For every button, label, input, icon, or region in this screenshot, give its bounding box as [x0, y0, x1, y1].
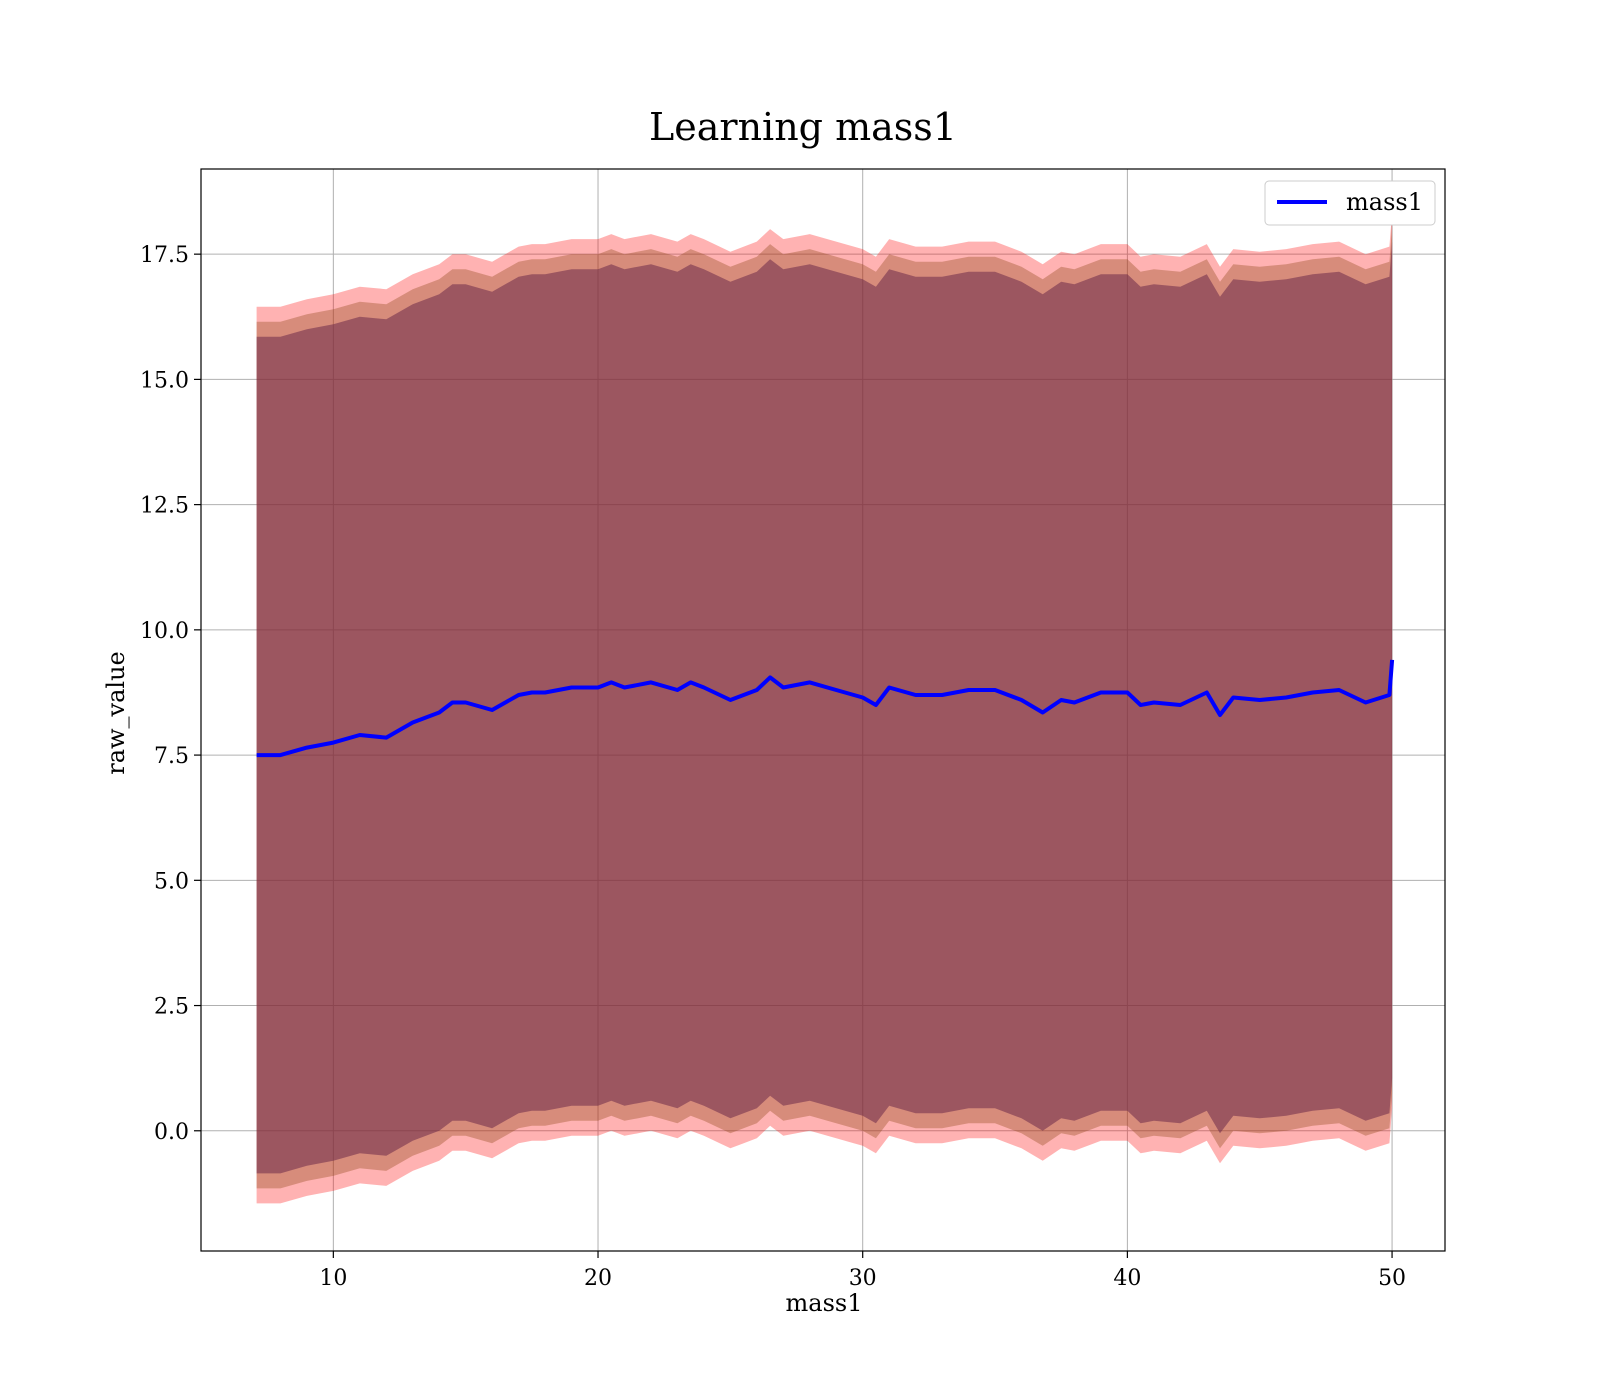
uncertainty-band-3: [256, 241, 1393, 1174]
y-tick-label: 15.0: [140, 368, 189, 393]
y-tick-label: 7.5: [154, 744, 189, 769]
y-tick-label: 5.0: [154, 869, 189, 894]
y-tick-label: 0.0: [154, 1120, 189, 1145]
x-tick-label: 50: [1378, 1266, 1406, 1291]
x-tick-label: 20: [584, 1266, 612, 1291]
x-tick-label: 40: [1113, 1266, 1141, 1291]
legend-entry-mass1: mass1: [1346, 188, 1423, 216]
y-tick-label: 10.0: [140, 619, 189, 644]
x-axis: 10 20 30 40 50: [319, 1251, 1406, 1291]
band-layer: [256, 211, 1393, 1204]
y-axis-label: raw_value: [102, 651, 130, 775]
y-tick-label: 12.5: [140, 494, 189, 519]
x-tick-label: 10: [319, 1266, 347, 1291]
plot-frame: [200, 168, 1446, 1252]
y-axis: 0.0 2.5 5.0 7.5 10.0 12.5 15.0 17.5: [140, 243, 201, 1145]
x-tick-label: 30: [849, 1266, 877, 1291]
x-axis-label: mass1: [786, 1289, 863, 1317]
line-layer: [256, 659, 1395, 758]
series-line-mass1: [256, 659, 1395, 758]
y-tick-label: 17.5: [140, 243, 189, 268]
chart-title: Learning mass1: [649, 105, 957, 149]
y-tick-label: 2.5: [154, 995, 189, 1020]
legend: mass1: [1264, 180, 1436, 226]
legend-box: [1264, 180, 1436, 226]
